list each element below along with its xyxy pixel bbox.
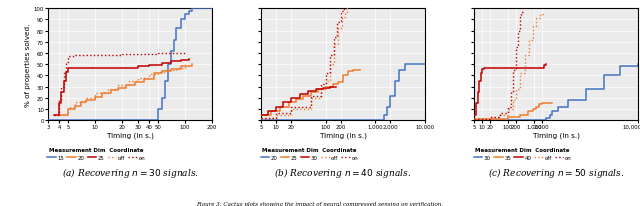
Text: (a) Recovering $n = 30$ signals.: (a) Recovering $n = 30$ signals. [61,165,198,179]
Legend: 15, 20, 25, off, on: 15, 20, 25, off, on [47,148,145,160]
Text: (c) Recovering $n = 50$ signals.: (c) Recovering $n = 50$ signals. [488,165,625,179]
Legend: 30, 35, 40, off, on: 30, 35, 40, off, on [474,148,572,160]
Legend: 20, 25, 30, off, on: 20, 25, 30, off, on [260,148,358,160]
Y-axis label: % of properties solved.: % of properties solved. [25,23,31,106]
Text: (b) Recovering $n = 40$ signals.: (b) Recovering $n = 40$ signals. [275,165,412,179]
X-axis label: Timing (in s.): Timing (in s.) [319,132,367,138]
X-axis label: Timing (in s.): Timing (in s.) [106,132,154,138]
Text: Figure 3: Cactus plots showing the impact of neural compressed sensing on verifi: Figure 3: Cactus plots showing the impac… [196,201,444,206]
X-axis label: Timing (in s.): Timing (in s.) [532,132,580,138]
